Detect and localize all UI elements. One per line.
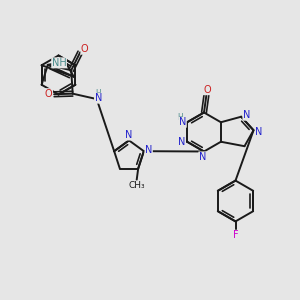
Text: N: N bbox=[145, 145, 152, 155]
Text: N: N bbox=[94, 93, 102, 103]
Text: N: N bbox=[179, 117, 186, 127]
Text: N: N bbox=[199, 152, 206, 162]
Text: N: N bbox=[125, 130, 133, 140]
Text: O: O bbox=[81, 44, 88, 54]
Text: O: O bbox=[45, 89, 52, 99]
Text: CH₃: CH₃ bbox=[128, 181, 145, 190]
Text: H: H bbox=[95, 88, 101, 98]
Text: H: H bbox=[178, 113, 183, 122]
Text: O: O bbox=[203, 85, 211, 95]
Text: N: N bbox=[255, 127, 262, 137]
Text: N: N bbox=[243, 110, 250, 120]
Text: F: F bbox=[233, 230, 238, 240]
Text: NH: NH bbox=[52, 58, 67, 68]
Text: N: N bbox=[178, 137, 185, 147]
